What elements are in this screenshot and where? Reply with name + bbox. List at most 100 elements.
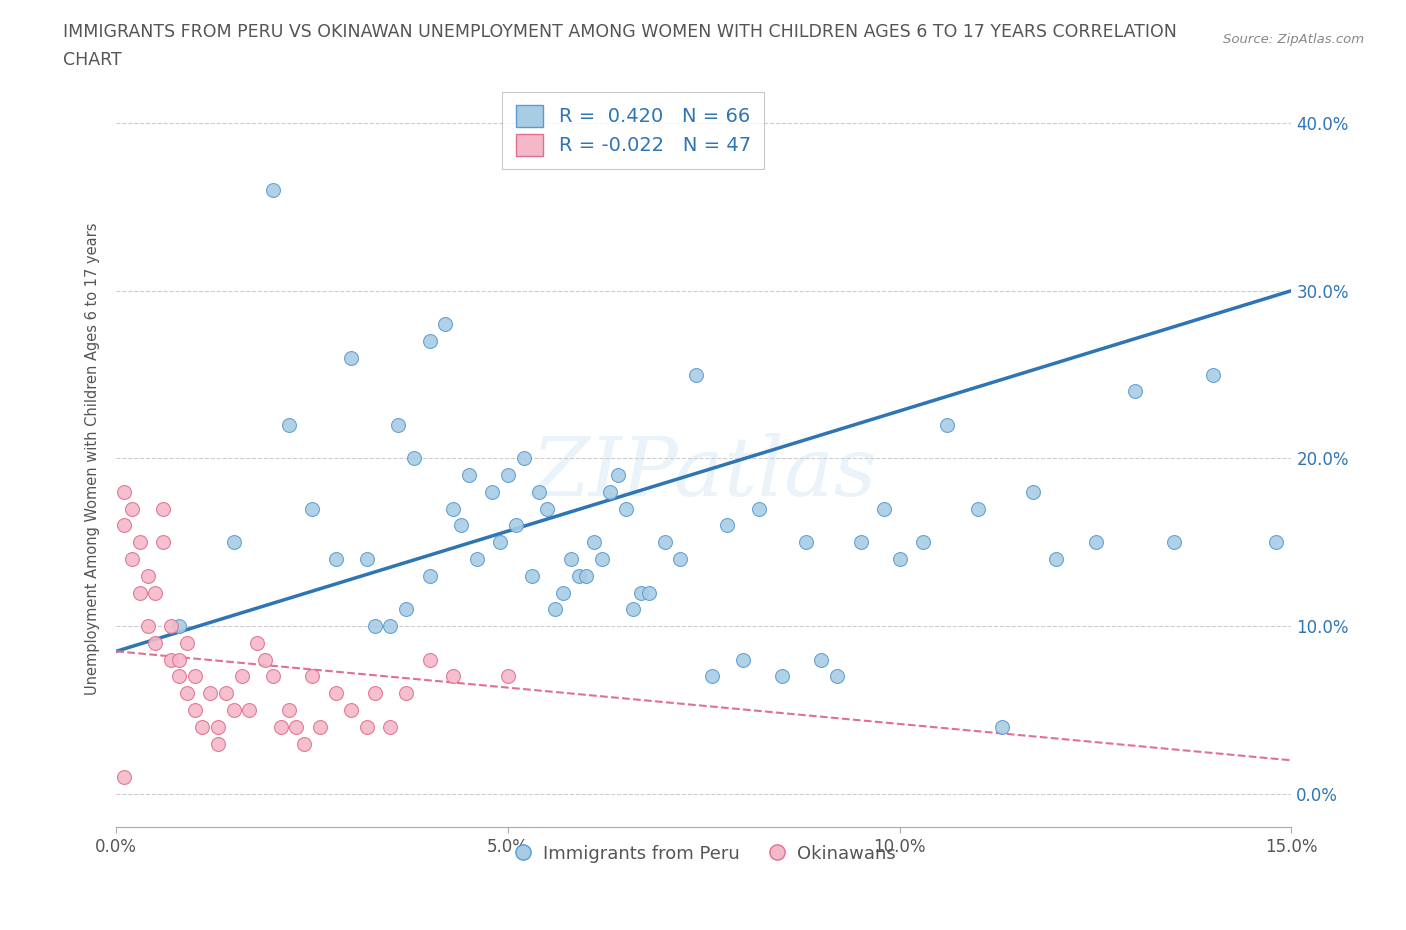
Point [231, 669, 253, 684]
Point [136, 568, 159, 583]
Point [810, 652, 832, 667]
Point [419, 652, 441, 667]
Point [1084, 535, 1107, 550]
Point [630, 585, 652, 600]
Point [128, 535, 150, 550]
Point [262, 182, 284, 197]
Point [654, 535, 676, 550]
Point [1264, 535, 1286, 550]
Point [301, 501, 323, 516]
Point [1045, 551, 1067, 566]
Point [167, 618, 190, 633]
Point [112, 485, 135, 499]
Point [254, 652, 277, 667]
Point [465, 551, 488, 566]
Point [270, 719, 292, 734]
Point [152, 535, 174, 550]
Point [160, 618, 183, 633]
Point [529, 485, 551, 499]
Point [614, 501, 637, 516]
Legend: Immigrants from Peru, Okinawans: Immigrants from Peru, Okinawans [505, 838, 903, 870]
Point [1202, 367, 1225, 382]
Point [419, 568, 441, 583]
Point [145, 635, 167, 650]
Point [685, 367, 707, 382]
Point [325, 685, 347, 700]
Point [121, 501, 143, 516]
Point [395, 685, 418, 700]
Point [1163, 535, 1185, 550]
Point [301, 669, 323, 684]
Point [544, 602, 567, 617]
Y-axis label: Unemployment Among Women with Children Ages 6 to 17 years: Unemployment Among Women with Children A… [86, 222, 100, 695]
Point [567, 568, 589, 583]
Point [551, 585, 574, 600]
Point [967, 501, 990, 516]
Point [222, 702, 245, 717]
Point [167, 652, 190, 667]
Point [395, 602, 418, 617]
Point [1123, 384, 1146, 399]
Point [364, 618, 387, 633]
Point [770, 669, 793, 684]
Point [599, 485, 621, 499]
Text: Source: ZipAtlas.com: Source: ZipAtlas.com [1223, 33, 1364, 46]
Point [434, 317, 457, 332]
Point [215, 685, 238, 700]
Point [277, 702, 299, 717]
Point [536, 501, 558, 516]
Point [112, 770, 135, 785]
Point [935, 418, 957, 432]
Point [207, 737, 229, 751]
Point [873, 501, 896, 516]
Point [207, 719, 229, 734]
Point [419, 334, 441, 349]
Point [489, 535, 512, 550]
Point [849, 535, 872, 550]
Point [222, 535, 245, 550]
Point [176, 685, 198, 700]
Point [591, 551, 613, 566]
Point [441, 501, 464, 516]
Point [325, 551, 347, 566]
Point [145, 585, 167, 600]
Point [457, 468, 479, 483]
Point [716, 518, 738, 533]
Text: ZIPatlas: ZIPatlas [531, 433, 876, 513]
Point [176, 635, 198, 650]
Point [309, 719, 332, 734]
Point [520, 568, 543, 583]
Point [183, 702, 205, 717]
Point [292, 737, 315, 751]
Point [356, 719, 378, 734]
Point [575, 568, 598, 583]
Point [340, 351, 363, 365]
Point [112, 518, 135, 533]
Point [136, 618, 159, 633]
Point [621, 602, 644, 617]
Point [889, 551, 911, 566]
Point [748, 501, 770, 516]
Point [441, 669, 464, 684]
Point [825, 669, 848, 684]
Point [128, 585, 150, 600]
Point [450, 518, 472, 533]
Point [152, 501, 174, 516]
Point [606, 468, 628, 483]
Point [638, 585, 661, 600]
Point [1022, 485, 1045, 499]
Point [990, 719, 1012, 734]
Point [583, 535, 606, 550]
Text: IMMIGRANTS FROM PERU VS OKINAWAN UNEMPLOYMENT AMONG WOMEN WITH CHILDREN AGES 6 T: IMMIGRANTS FROM PERU VS OKINAWAN UNEMPLO… [63, 23, 1177, 41]
Point [340, 702, 363, 717]
Point [121, 551, 143, 566]
Point [387, 418, 409, 432]
Point [496, 669, 519, 684]
Point [262, 669, 284, 684]
Point [285, 719, 308, 734]
Point [402, 451, 425, 466]
Point [167, 669, 190, 684]
Point [380, 618, 402, 633]
Point [246, 635, 269, 650]
Point [669, 551, 692, 566]
